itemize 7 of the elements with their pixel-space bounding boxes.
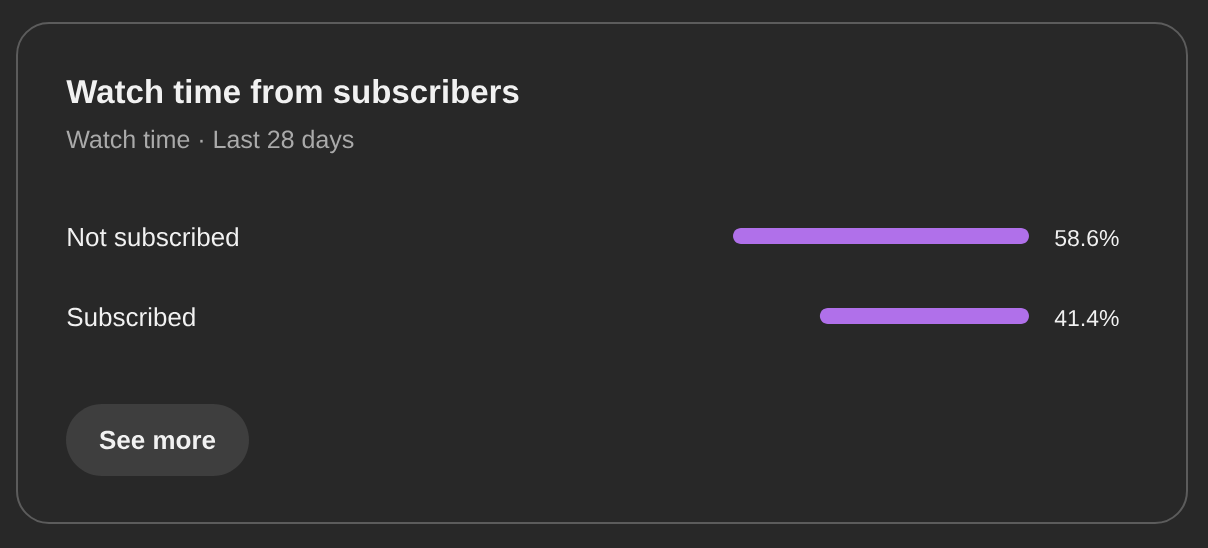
y-tick-label: Subscribed bbox=[67, 307, 195, 327]
data-label: 58.6% bbox=[1055, 229, 1119, 247]
text: Watch time from subscribers bbox=[66, 79, 519, 104]
text: Watch time · Last 28 days bbox=[66, 129, 354, 154]
data-label: 41.4% bbox=[1054, 310, 1119, 327]
text: See more bbox=[99, 430, 216, 450]
y-tick-label: Not subscribed bbox=[68, 227, 238, 247]
